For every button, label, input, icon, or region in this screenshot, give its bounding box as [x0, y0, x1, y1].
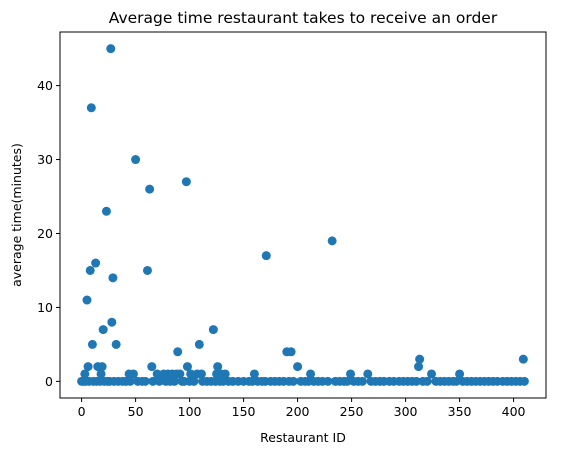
data-point-49 [306, 369, 316, 379]
x-tick-label-4: 200 [286, 404, 310, 419]
data-point-52 [427, 369, 437, 379]
plot-frame [59, 31, 547, 399]
points-layer [77, 44, 529, 386]
data-point-4 [145, 184, 155, 194]
data-point-0 [106, 44, 116, 54]
data-point-48 [249, 369, 259, 379]
data-point-29 [213, 362, 223, 372]
data-point-51 [363, 369, 373, 379]
data-point-108 [323, 376, 333, 386]
data-point-1 [86, 103, 96, 113]
data-point-2 [131, 155, 141, 165]
data-point-115 [357, 376, 367, 386]
y-tick-label-3: 30 [37, 152, 53, 167]
data-point-50 [346, 369, 356, 379]
data-point-112 [342, 376, 352, 386]
data-point-3 [181, 177, 191, 187]
data-point-22 [415, 354, 425, 364]
data-point-23 [518, 354, 528, 364]
data-point-76 [169, 376, 179, 386]
data-point-31 [414, 362, 424, 372]
y-tick-label-0: 0 [45, 374, 53, 389]
x-tick-label-6: 300 [394, 404, 418, 419]
x-axis-ticks: 0 50 100 150 200 250 300 350 400 [78, 398, 526, 419]
data-point-13 [107, 317, 117, 327]
data-point-73 [154, 376, 164, 386]
x-axis-label: Restaurant ID [260, 430, 346, 445]
data-point-80 [189, 376, 199, 386]
data-point-72 [148, 376, 158, 386]
x-tick-label-5: 250 [340, 404, 364, 419]
data-point-14 [98, 325, 108, 335]
data-point-27 [147, 362, 157, 372]
x-tick-label-0: 0 [78, 404, 86, 419]
data-point-36 [152, 369, 162, 379]
data-point-53 [455, 369, 465, 379]
data-point-21 [286, 347, 296, 357]
data-point-18 [194, 339, 204, 349]
data-point-134 [451, 376, 461, 386]
data-point-30 [293, 362, 303, 372]
data-point-35 [128, 369, 138, 379]
data-point-71 [140, 376, 150, 386]
x-tick-label-3: 150 [232, 404, 256, 419]
x-tick-label-1: 50 [128, 404, 144, 419]
chart-title: Average time restaurant takes to receive… [109, 9, 498, 27]
data-point-28 [182, 362, 192, 372]
data-point-126 [411, 376, 421, 386]
x-tick-label-8: 400 [502, 404, 526, 419]
data-point-19 [173, 347, 183, 357]
y-tick-label-1: 10 [37, 300, 53, 315]
data-point-5 [101, 206, 111, 216]
data-point-17 [111, 339, 121, 349]
data-point-68 [125, 376, 135, 386]
data-point-41 [175, 369, 185, 379]
data-point-101 [288, 376, 298, 386]
y-tick-label-4: 40 [37, 78, 53, 93]
data-point-26 [97, 362, 107, 372]
data-point-44 [196, 369, 206, 379]
data-point-8 [91, 258, 101, 268]
x-tick-label-2: 100 [178, 404, 202, 419]
data-point-7 [261, 251, 271, 261]
data-point-32 [80, 369, 90, 379]
data-point-11 [108, 273, 118, 283]
data-point-9 [85, 265, 95, 275]
data-point-33 [96, 369, 106, 379]
data-point-24 [83, 362, 93, 372]
data-point-12 [82, 295, 92, 305]
y-tick-label-2: 20 [37, 226, 53, 241]
y-axis-ticks: 0 10 20 30 40 [37, 78, 60, 389]
data-point-6 [327, 236, 337, 246]
data-point-47 [220, 369, 230, 379]
data-point-128 [422, 376, 432, 386]
data-point-42 [186, 369, 196, 379]
data-point-16 [87, 339, 97, 349]
x-tick-label-7: 350 [448, 404, 472, 419]
y-axis-label: average time(minutes) [9, 143, 24, 287]
data-point-15 [208, 325, 218, 335]
data-point-149 [519, 376, 529, 386]
data-point-10 [142, 265, 152, 275]
